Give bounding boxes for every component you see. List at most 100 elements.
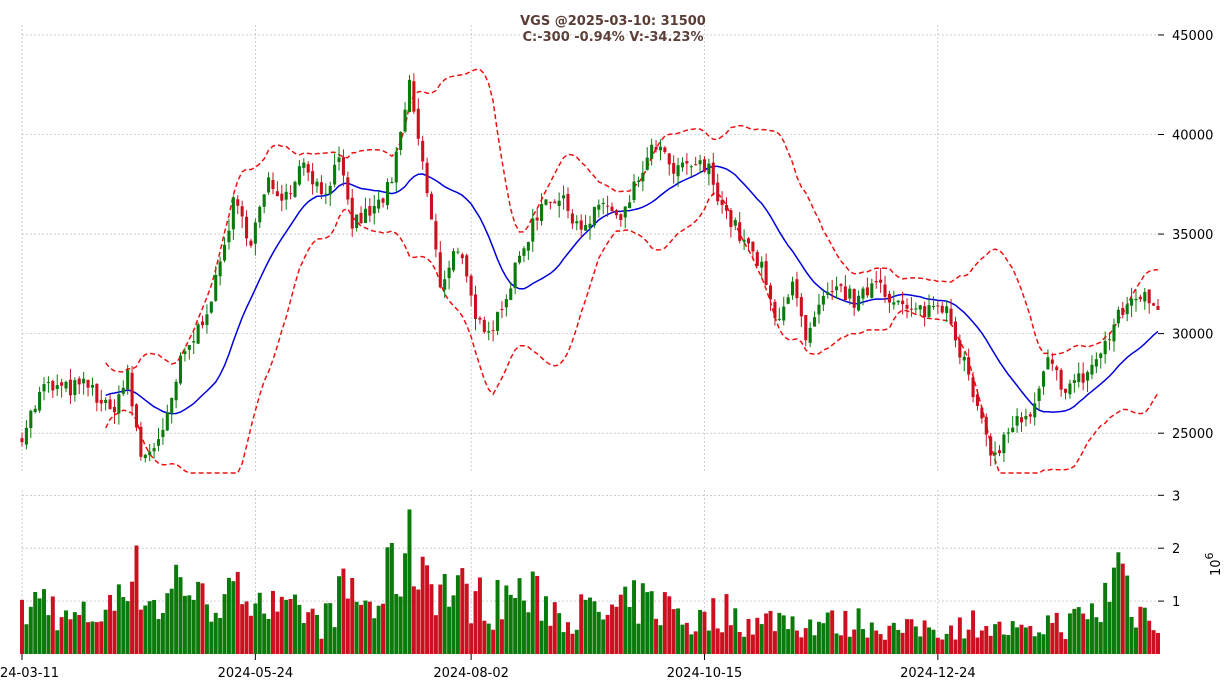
candle-body xyxy=(1143,292,1147,302)
candle-body xyxy=(526,241,530,251)
candle-body xyxy=(267,177,271,193)
volume-bar xyxy=(530,571,535,654)
candle-body xyxy=(500,309,504,311)
volume-bar xyxy=(852,629,857,654)
volume-bar xyxy=(548,625,553,654)
candle-body xyxy=(425,162,429,194)
volume-bar xyxy=(764,613,769,654)
candle-body xyxy=(852,288,856,308)
candle-body xyxy=(575,221,579,224)
volume-bar xyxy=(861,629,865,654)
candle-body xyxy=(597,204,601,210)
candle-body xyxy=(614,210,618,216)
volume-bar xyxy=(213,612,218,654)
volume-bar xyxy=(821,623,826,654)
candle-body xyxy=(522,248,526,256)
candle-body xyxy=(1108,339,1112,341)
volume-multiplier-label: 106 xyxy=(1203,552,1224,576)
candle-body xyxy=(804,315,808,341)
volume-bar xyxy=(596,611,601,654)
candle-body xyxy=(170,397,174,414)
moving-average-line xyxy=(105,165,1159,415)
candle-body xyxy=(385,182,389,206)
volume-bar xyxy=(579,594,584,654)
volume-bar xyxy=(429,584,434,654)
volume-bar xyxy=(442,573,447,654)
volume-bar xyxy=(376,605,381,654)
volume-bar xyxy=(786,629,791,654)
candle-body xyxy=(945,306,949,314)
volume-bar xyxy=(940,639,945,654)
volume-bar xyxy=(680,624,685,654)
volume-bar xyxy=(671,609,676,654)
candle-body xyxy=(1068,383,1072,395)
candle-body xyxy=(698,160,702,165)
volume-bar xyxy=(108,594,113,654)
volume-bar xyxy=(808,619,813,654)
candle-body xyxy=(588,223,592,228)
candle-body xyxy=(1130,298,1134,306)
volume-bar xyxy=(640,583,645,654)
candle-body xyxy=(742,239,746,242)
volume-bar xyxy=(152,599,157,654)
candle-body xyxy=(729,210,733,227)
volume-bar xyxy=(539,620,544,654)
price-tick-label: 40000 xyxy=(1172,129,1213,144)
candle-body xyxy=(60,382,64,386)
candle-body xyxy=(341,157,345,176)
volume-bar xyxy=(477,577,482,654)
candle-body xyxy=(253,222,257,244)
candle-body xyxy=(491,330,495,332)
volume-bar xyxy=(143,605,148,654)
candle-body xyxy=(1156,305,1160,310)
candle-body xyxy=(1103,340,1107,355)
volume-bar xyxy=(389,542,394,654)
date-tick-label: 2024-10-15 xyxy=(667,666,743,681)
volume-bar xyxy=(592,601,597,654)
candle-body xyxy=(390,181,394,184)
candle-body xyxy=(1033,403,1037,418)
candle-body xyxy=(1116,309,1120,324)
candle-body xyxy=(975,394,980,406)
volume-bar xyxy=(495,580,500,654)
volume-bar xyxy=(1142,607,1147,654)
candle-body xyxy=(830,291,834,293)
candle-body xyxy=(350,197,354,229)
candle-body xyxy=(148,451,152,456)
candle-body xyxy=(429,193,434,220)
candle-body xyxy=(482,319,486,332)
candle-body xyxy=(650,144,654,160)
volume-bar xyxy=(570,633,575,654)
volume-bar xyxy=(438,584,443,654)
candle-body xyxy=(1046,357,1050,370)
volume-bar xyxy=(711,598,716,654)
candle-body xyxy=(46,382,50,384)
volume-bar xyxy=(1134,627,1138,654)
date-tick-label: 24-03-11 xyxy=(0,666,59,681)
candle-body xyxy=(469,275,473,296)
candle-body xyxy=(262,194,266,207)
volume-bar xyxy=(535,575,540,654)
candle-body xyxy=(1112,324,1116,342)
candle-body xyxy=(104,399,108,403)
candle-body xyxy=(936,305,940,307)
candle-body xyxy=(289,193,293,195)
candle-body xyxy=(645,157,649,170)
candle-body xyxy=(821,295,825,305)
candle-body xyxy=(333,164,337,185)
volume-bar xyxy=(178,577,183,654)
volume-bar xyxy=(1006,634,1011,654)
candle-body xyxy=(451,251,456,271)
volume-tick-label: 1 xyxy=(1172,595,1180,610)
candle-body xyxy=(77,378,81,385)
volume-bar xyxy=(1116,552,1121,654)
candles xyxy=(20,73,1160,467)
candle-body xyxy=(579,220,583,230)
candle-body xyxy=(394,151,398,183)
volume-bar xyxy=(240,604,245,654)
volume-bar xyxy=(1037,632,1042,654)
chart-title-line1: VGS @2025-03-10: 31500 xyxy=(520,14,706,29)
volume-bar xyxy=(720,632,725,654)
volume-bar xyxy=(90,621,95,654)
